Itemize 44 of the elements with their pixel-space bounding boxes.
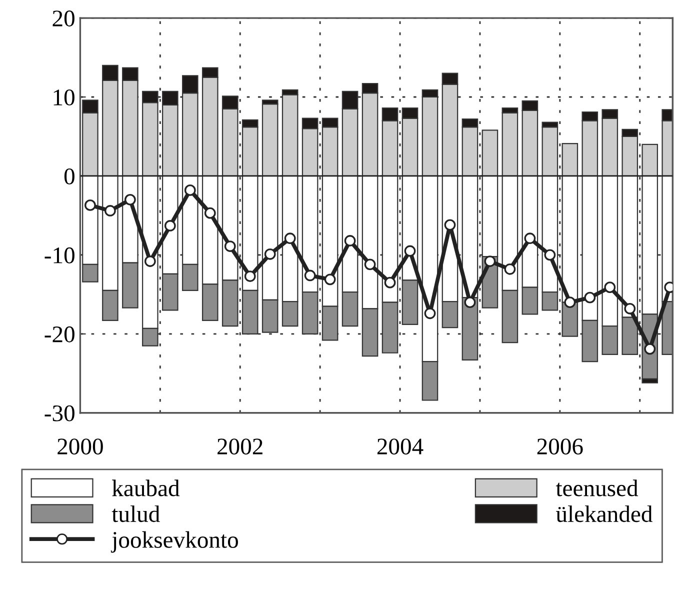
point xyxy=(264,248,276,260)
x-tick-label: 2000 xyxy=(58,438,103,455)
point xyxy=(464,296,476,308)
point xyxy=(624,302,636,314)
y-tick-label: -30 xyxy=(44,405,74,422)
point xyxy=(644,343,656,355)
x-tick-label: 2004 xyxy=(377,438,424,455)
point xyxy=(164,220,176,232)
point xyxy=(244,270,256,282)
point xyxy=(144,256,156,267)
y-tick-label: 20 xyxy=(52,10,74,26)
point xyxy=(284,232,296,244)
legend-label: tulud xyxy=(112,505,160,522)
y-tick-label: -20 xyxy=(44,326,74,342)
legend-label: jooksevkonto xyxy=(110,531,238,553)
point xyxy=(104,205,116,216)
point xyxy=(444,219,456,231)
point xyxy=(504,263,516,275)
legend-label: kaubad xyxy=(112,480,180,496)
point xyxy=(324,274,336,286)
point xyxy=(184,184,196,196)
point xyxy=(304,270,316,282)
legend-label: teenused xyxy=(556,480,638,496)
point xyxy=(364,258,376,270)
point xyxy=(224,240,236,252)
y-tick-label: 0 xyxy=(64,168,74,184)
point xyxy=(604,282,616,294)
point xyxy=(404,245,416,257)
point xyxy=(584,292,596,304)
point xyxy=(204,207,216,219)
point xyxy=(124,194,136,206)
point xyxy=(84,199,96,211)
point xyxy=(344,235,356,246)
y-tick-label: 10 xyxy=(54,89,74,106)
legend-label: ülekanded xyxy=(556,505,652,522)
point xyxy=(544,249,556,261)
point xyxy=(524,232,536,244)
point xyxy=(384,276,396,288)
point xyxy=(484,256,496,267)
x-tick-label: 2006 xyxy=(537,438,583,455)
point xyxy=(564,296,576,308)
x-tick-label: 2002 xyxy=(218,438,262,455)
y-tick-label: -10 xyxy=(44,247,74,264)
point xyxy=(424,308,436,320)
